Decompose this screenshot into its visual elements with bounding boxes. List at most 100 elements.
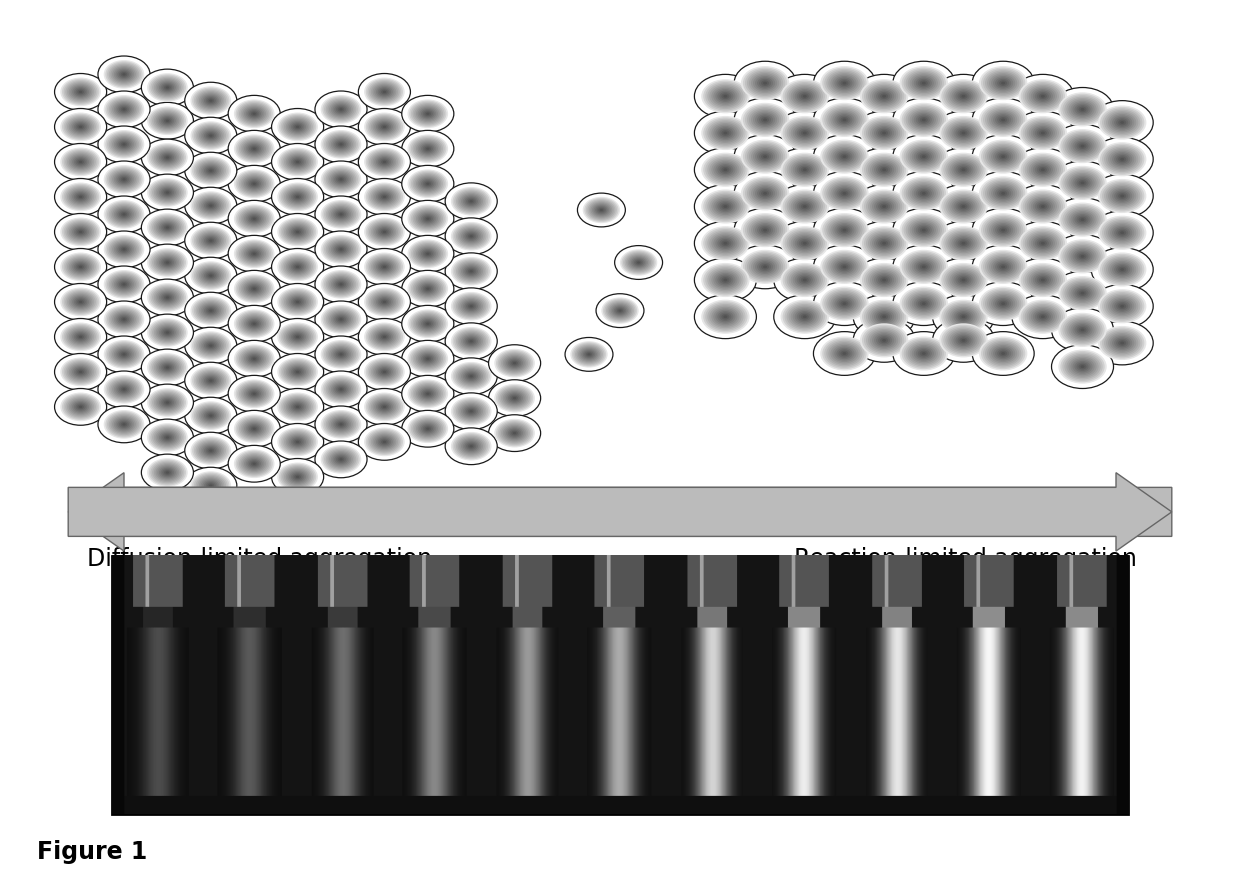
Circle shape	[947, 232, 980, 255]
Circle shape	[68, 153, 93, 171]
Circle shape	[712, 234, 739, 253]
Circle shape	[791, 234, 818, 253]
Circle shape	[63, 395, 98, 419]
Circle shape	[1104, 220, 1141, 246]
Circle shape	[207, 378, 215, 383]
Circle shape	[379, 438, 389, 445]
Circle shape	[905, 107, 942, 133]
Circle shape	[703, 301, 748, 332]
Circle shape	[237, 136, 272, 161]
Circle shape	[423, 215, 433, 222]
Circle shape	[379, 298, 389, 305]
Circle shape	[197, 91, 224, 110]
Circle shape	[79, 196, 82, 198]
Circle shape	[467, 304, 475, 309]
Circle shape	[374, 120, 394, 134]
Circle shape	[1027, 122, 1059, 144]
Circle shape	[383, 231, 386, 233]
Circle shape	[799, 276, 811, 284]
Circle shape	[466, 303, 476, 310]
FancyArrow shape	[68, 473, 1172, 551]
Circle shape	[114, 242, 134, 256]
Circle shape	[1019, 262, 1066, 297]
Circle shape	[422, 249, 434, 258]
Circle shape	[996, 114, 1012, 125]
Circle shape	[249, 390, 259, 397]
Circle shape	[832, 185, 857, 202]
Circle shape	[615, 246, 662, 279]
Circle shape	[461, 229, 481, 243]
Circle shape	[293, 438, 303, 445]
Circle shape	[253, 393, 255, 395]
Circle shape	[418, 422, 438, 436]
Circle shape	[1023, 192, 1063, 220]
Circle shape	[838, 79, 851, 88]
Circle shape	[332, 383, 350, 396]
Circle shape	[774, 295, 836, 339]
Circle shape	[197, 336, 224, 355]
Circle shape	[874, 236, 894, 250]
Circle shape	[1063, 353, 1102, 381]
Circle shape	[365, 218, 404, 246]
Circle shape	[331, 277, 351, 291]
Circle shape	[161, 398, 174, 407]
Circle shape	[905, 70, 942, 96]
Circle shape	[322, 166, 360, 192]
Circle shape	[326, 134, 356, 155]
Circle shape	[753, 185, 777, 202]
Circle shape	[378, 402, 391, 411]
Circle shape	[112, 416, 136, 433]
Circle shape	[1070, 358, 1095, 375]
Circle shape	[427, 253, 429, 255]
Circle shape	[198, 477, 223, 494]
Circle shape	[185, 117, 237, 154]
Circle shape	[813, 135, 875, 178]
Circle shape	[67, 222, 94, 242]
Circle shape	[874, 273, 894, 287]
Circle shape	[196, 370, 226, 391]
Circle shape	[72, 366, 89, 378]
Circle shape	[372, 223, 397, 241]
Circle shape	[746, 254, 784, 280]
Circle shape	[1027, 232, 1059, 255]
Circle shape	[61, 253, 100, 281]
Circle shape	[107, 132, 141, 157]
Circle shape	[166, 367, 169, 368]
Circle shape	[999, 301, 1007, 306]
Circle shape	[761, 117, 769, 122]
Circle shape	[228, 340, 280, 377]
Circle shape	[944, 156, 983, 184]
Circle shape	[751, 184, 779, 203]
Circle shape	[76, 123, 86, 130]
Circle shape	[801, 241, 808, 246]
Circle shape	[463, 230, 480, 242]
Circle shape	[753, 221, 777, 239]
Circle shape	[293, 368, 303, 375]
Circle shape	[236, 241, 273, 267]
Circle shape	[55, 108, 107, 145]
Circle shape	[960, 94, 967, 99]
Circle shape	[241, 349, 268, 368]
Circle shape	[960, 130, 967, 136]
Circle shape	[321, 340, 361, 368]
Circle shape	[239, 103, 269, 124]
Circle shape	[162, 117, 172, 124]
Circle shape	[578, 346, 600, 362]
Circle shape	[280, 255, 315, 279]
Circle shape	[248, 249, 260, 258]
Circle shape	[910, 344, 937, 363]
Circle shape	[327, 380, 355, 399]
Circle shape	[918, 152, 930, 161]
Circle shape	[1106, 332, 1138, 354]
Circle shape	[294, 194, 301, 200]
Circle shape	[155, 79, 180, 96]
Circle shape	[66, 361, 95, 382]
Circle shape	[1104, 330, 1141, 356]
Circle shape	[723, 205, 728, 208]
Circle shape	[459, 298, 484, 315]
Circle shape	[960, 204, 967, 209]
Circle shape	[365, 78, 404, 106]
Circle shape	[761, 154, 769, 159]
Circle shape	[191, 157, 231, 185]
Circle shape	[755, 150, 775, 164]
